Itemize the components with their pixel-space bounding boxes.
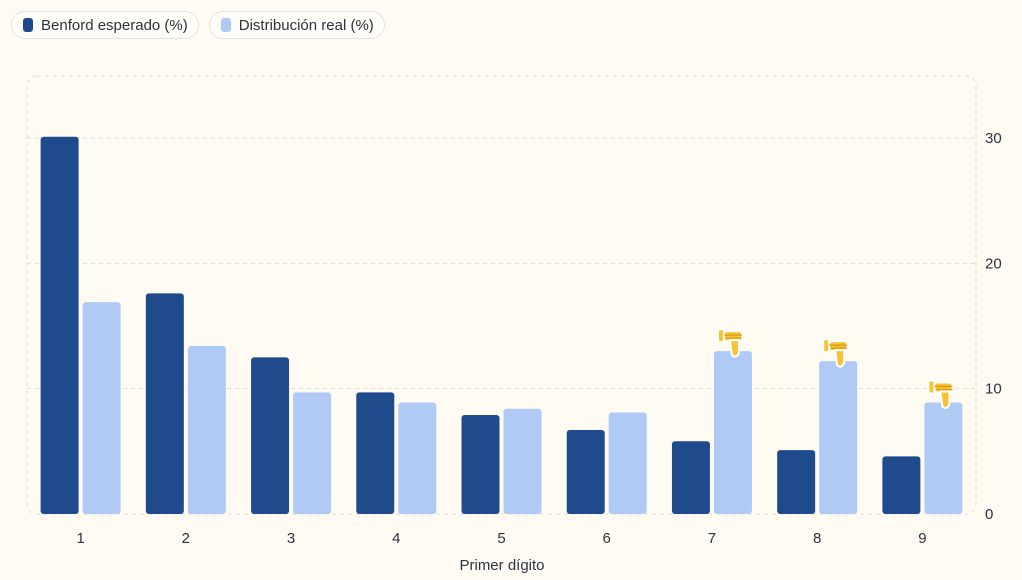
y-tick-label: 20 (985, 255, 1002, 272)
bar-benford-2[interactable] (145, 293, 184, 514)
x-tick-label: 2 (182, 530, 190, 547)
thumbs-down-icon (927, 379, 954, 410)
thumbs-down-icon (822, 338, 849, 368)
x-tick-label: 8 (813, 530, 821, 547)
bar-real-2[interactable] (187, 346, 226, 514)
x-tick-label: 3 (287, 530, 295, 547)
x-tick-label: 4 (392, 530, 400, 547)
thumbs-down-icon (716, 328, 743, 358)
x-axis-title: Primer dígito (459, 557, 544, 574)
bar-real-5[interactable] (503, 408, 542, 514)
bar-benford-5[interactable] (461, 414, 500, 514)
x-tick-label: 5 (497, 530, 505, 547)
bar-benford-4[interactable] (356, 392, 395, 514)
bar-real-8[interactable] (819, 361, 858, 514)
bar-real-7[interactable] (713, 351, 752, 514)
bar-benford-6[interactable] (566, 430, 605, 514)
bar-benford-9[interactable] (882, 456, 921, 514)
legend-label-real: Distribución real (%) (238, 16, 374, 34)
bar-benford-8[interactable] (777, 450, 816, 514)
bar-real-9[interactable] (924, 402, 963, 514)
bar-real-3[interactable] (293, 392, 332, 514)
legend-label-benford: Benford esperado (%) (41, 16, 188, 34)
bar-real-6[interactable] (608, 412, 647, 514)
y-tick-label: 30 (985, 130, 1002, 147)
plot-frame (26, 75, 977, 515)
legend-swatch-real (220, 18, 231, 32)
bar-benford-3[interactable] (251, 357, 290, 514)
y-tick-label: 10 (985, 381, 1002, 398)
bar-real-1[interactable] (82, 302, 121, 514)
x-tick-label: 9 (918, 530, 926, 547)
x-tick-label: 7 (708, 530, 716, 547)
x-tick-label: 1 (76, 530, 84, 547)
legend-swatch-benford (23, 18, 33, 32)
x-tick-label: 6 (603, 530, 611, 547)
y-tick-label: 0 (985, 506, 993, 523)
bar-benford-1[interactable] (40, 136, 79, 514)
legend: Benford esperado (%) Distribución real (… (11, 11, 385, 39)
legend-item-real[interactable]: Distribución real (%) (208, 11, 385, 39)
legend-item-benford[interactable]: Benford esperado (%) (11, 11, 199, 39)
bar-benford-7[interactable] (671, 441, 710, 514)
bar-real-4[interactable] (398, 402, 437, 514)
